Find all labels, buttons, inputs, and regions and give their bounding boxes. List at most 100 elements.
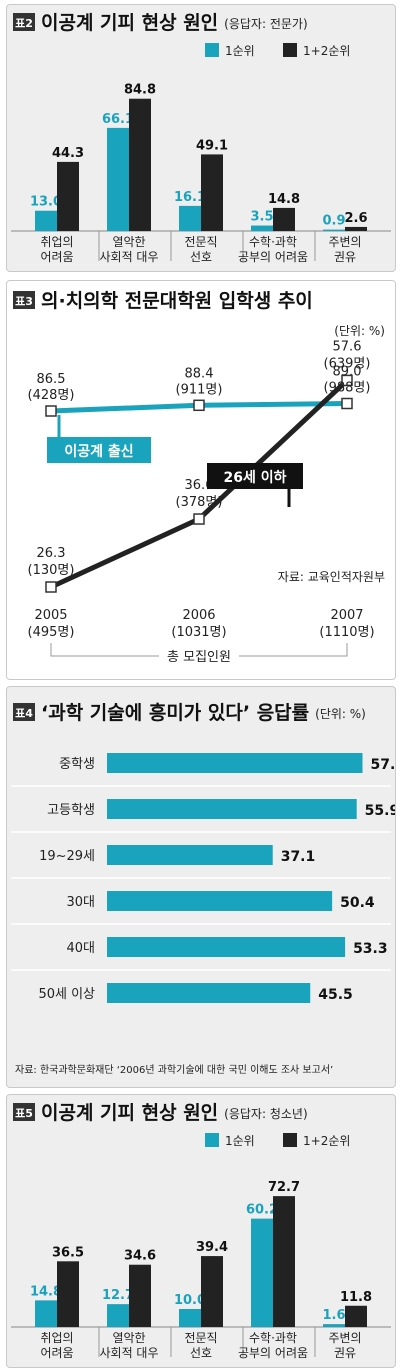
bar-value-label: 0.9 [322, 214, 345, 229]
badge-label: 표5 [15, 1107, 33, 1120]
bar-first-4 [323, 229, 345, 231]
bar-first-1 [107, 127, 129, 231]
bar-first-3 [251, 225, 273, 231]
category-label: 사회적 대우 [99, 1346, 158, 1360]
category-label: 전문직 [184, 235, 217, 249]
unit-label: (단위: %) [334, 324, 385, 338]
category-label: 사회적 대우 [99, 250, 158, 264]
category-label: 50세 이상 [38, 987, 95, 1002]
bar-value-label: 44.3 [52, 146, 84, 161]
value-label-age: 57.6 [333, 339, 362, 354]
bar-value-label: 66.1 [102, 112, 134, 127]
bar-value-label: 13.0 [30, 195, 62, 210]
badge-label: 표4 [15, 707, 33, 720]
source-note: 자료: 한국과학문화재단 ‘2006년 과학기술에 대한 국민 이해도 조사 보… [15, 1063, 333, 1076]
bar-2 [107, 845, 273, 865]
category-label: 30대 [66, 895, 95, 910]
bar-value-label: 53.3 [353, 941, 388, 957]
bar-second-3 [273, 1196, 295, 1327]
bar-value-label: 34.6 [124, 1249, 156, 1264]
category-label: 선호 [190, 250, 212, 264]
point-graduates-1 [193, 399, 205, 412]
science-interest-bar-chart: 표4 ‘과학 기술에 흥미가 있다’ 응답률 (단위: %) 중학생 57.2 고등학생 5… [11, 701, 395, 1076]
point-graduates-2 [341, 397, 353, 410]
category-label: 권유 [334, 250, 356, 264]
chart-panel-youth-causes: 표5 이공계 기피 현상 원인 (응답자: 청소년) 1순위 1+2순위 14.8 36.5… [6, 1094, 396, 1368]
x-tick-sublabel: (495명) [28, 625, 75, 640]
badge [13, 1103, 35, 1121]
chart-panel-science-interest: 표4 ‘과학 기술에 흥미가 있다’ 응답률 (단위: %) 중학생 57.2 고등학생 5… [6, 686, 396, 1088]
youth-causes-bar-chart: 표5 이공계 기피 현상 원인 (응답자: 청소년) 1순위 1+2순위 14.8 36.5… [11, 1102, 391, 1360]
bar-first-3 [251, 1218, 273, 1327]
chart-subtitle: (단위: %) [315, 707, 366, 721]
category-label: 고등학생 [47, 803, 95, 818]
grad-school-line-chart: 표3 의·치의학 전문대학원 입학생 추이 (단위: %) 86.5(428명) 26.… [13, 290, 385, 665]
point-graduates-0 [45, 405, 57, 417]
point-age-2 [341, 374, 353, 387]
x-tick-label: 2006 [182, 608, 215, 623]
bar-second-2 [201, 1256, 223, 1327]
chart-subtitle: (응답자: 청소년) [224, 1107, 307, 1121]
bar-value-label: 3.5 [250, 210, 273, 225]
axis-caption-bg [159, 647, 239, 665]
count-label-graduates: (428명) [28, 388, 75, 403]
bar-second-2 [201, 154, 223, 231]
bar-first-2 [179, 1309, 201, 1327]
bar-first-1 [107, 1304, 129, 1327]
category-label: 전문직 [184, 1331, 217, 1345]
category-label: 열악한 [112, 1331, 145, 1345]
category-label: 주변의 [328, 1331, 361, 1345]
count-label-graduates: (988명) [324, 381, 371, 396]
category-label: 19~29세 [39, 849, 95, 864]
bar-second-1 [129, 1264, 151, 1327]
point-age-1 [193, 513, 205, 525]
bar-3 [107, 891, 333, 911]
category-label: 40대 [66, 941, 95, 956]
series-name-graduates: 이공계 출신 [64, 443, 133, 460]
bar-value-label: 37.1 [281, 849, 316, 865]
chart-title: 의·치의학 전문대학원 입학생 추이 [41, 290, 313, 312]
legend-swatch-first [205, 43, 219, 57]
bar-value-label: 50.4 [340, 895, 375, 911]
badge [13, 13, 35, 31]
bar-1 [107, 799, 357, 819]
chart-title: 이공계 기피 현상 원인 [41, 1102, 218, 1124]
chart-panel-expert-causes: 표2 이공계 기피 현상 원인 (응답자: 전문가) 1순위 1+2순위 13.0 44.3… [6, 4, 396, 272]
bar-value-label: 72.7 [268, 1180, 300, 1195]
badge [13, 703, 35, 721]
badge-label: 표3 [15, 295, 33, 308]
category-label: 중학생 [59, 757, 95, 772]
count-label-age: (130명) [28, 563, 75, 578]
bar-value-label: 55.9 [365, 803, 395, 819]
chart-title: ‘과학 기술에 흥미가 있다’ 응답률 [41, 701, 309, 724]
category-label: 어려움 [40, 250, 73, 264]
value-label-graduates: 89.0 [333, 365, 362, 380]
bar-5 [107, 983, 311, 1003]
point-age-0 [45, 581, 57, 593]
bar-value-label: 49.1 [196, 138, 228, 153]
legend-swatch-second [283, 43, 297, 57]
count-label-age: (639명) [324, 356, 371, 371]
category-label: 공부의 어려움 [238, 1346, 308, 1360]
expert-causes-bar-chart: 표2 이공계 기피 현상 원인 (응답자: 전문가) 1순위 1+2순위 13.0 44.3… [11, 12, 391, 264]
bar-second-4 [345, 226, 367, 231]
value-label-graduates: 88.4 [185, 366, 214, 381]
category-label: 권유 [334, 1346, 356, 1360]
badge [13, 291, 35, 309]
bar-second-0 [57, 161, 79, 231]
category-label: 수학·과학 [249, 235, 297, 249]
bar-value-label: 39.4 [196, 1240, 228, 1255]
bar-second-3 [273, 207, 295, 231]
bar-value-label: 10.0 [174, 1293, 206, 1308]
series-name-box-graduates [47, 437, 151, 463]
bar-value-label: 11.8 [340, 1290, 372, 1305]
legend-label-first: 1순위 [225, 1134, 255, 1148]
chart-subtitle: (응답자: 전문가) [224, 17, 307, 31]
count-label-graduates: (911명) [176, 382, 223, 397]
legend-label-first: 1순위 [225, 44, 255, 58]
chart-title: 이공계 기피 현상 원인 [41, 12, 218, 34]
bar-second-1 [129, 98, 151, 231]
value-label-age: 36.6 [185, 478, 214, 493]
bar-value-label: 36.5 [52, 1245, 84, 1260]
bar-value-label: 12.7 [102, 1288, 134, 1303]
